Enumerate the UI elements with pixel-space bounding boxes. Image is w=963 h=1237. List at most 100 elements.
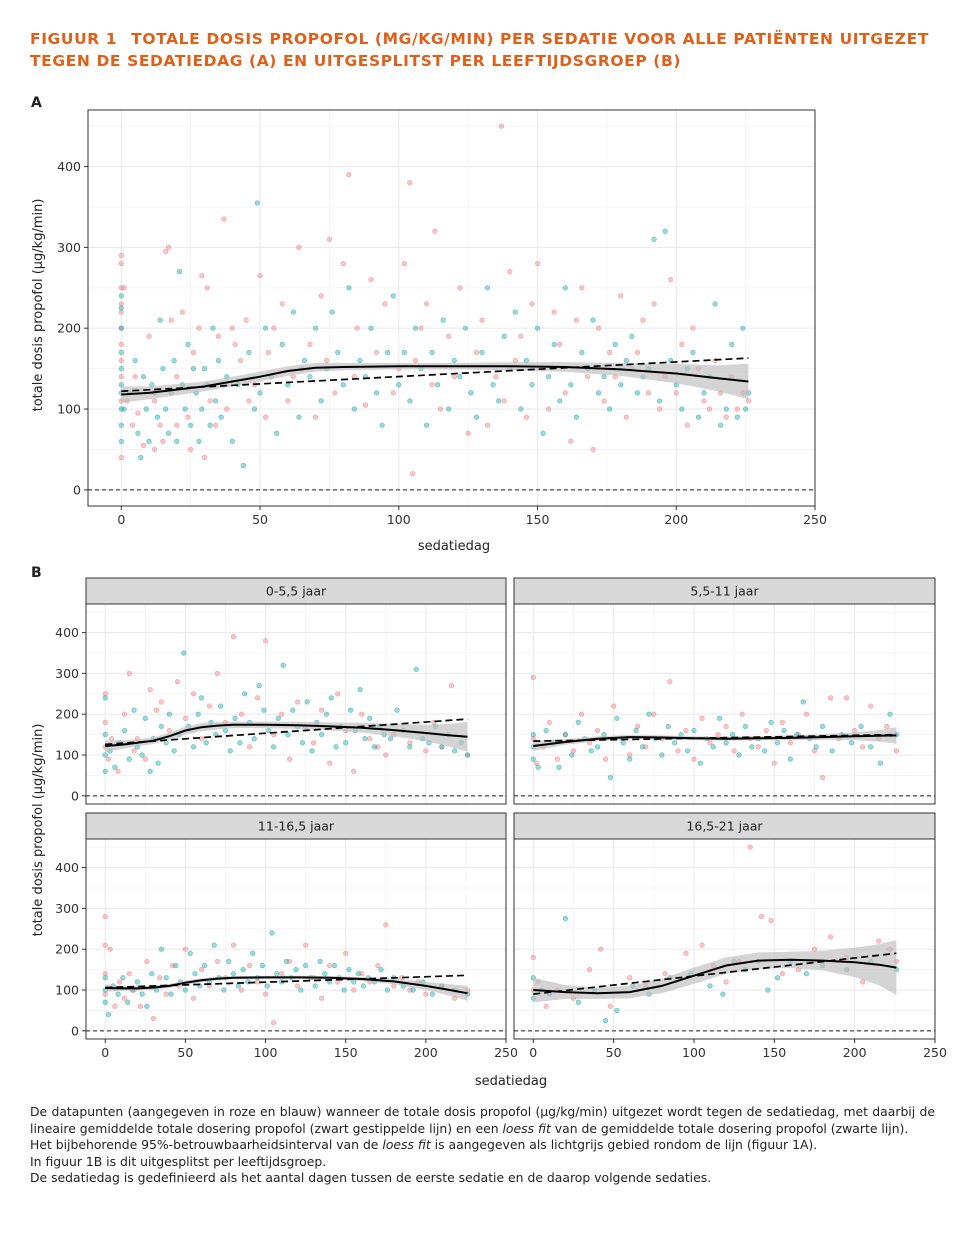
facet-2-point-blue [868, 744, 874, 750]
facet-3-point-blue [331, 962, 338, 969]
panel-a-x-tick-label: 100 [387, 512, 411, 527]
panel-a-point-blue [468, 390, 474, 396]
panel-a-point-blue [218, 414, 224, 420]
panel-a-y-tick-label: 200 [57, 321, 81, 336]
facet-3-point-blue [235, 983, 241, 989]
facet-2-point-blue [697, 760, 703, 766]
facet-1-point-blue [102, 695, 108, 701]
panel-a-point-blue [163, 406, 169, 412]
panel-a-point-blue [335, 349, 341, 356]
facet-4-loess-line [533, 958, 897, 995]
facet-4-x-tick-label: 200 [843, 1045, 867, 1060]
panel-a-point-blue [551, 341, 557, 347]
facet-3-point-pink [319, 995, 325, 1001]
facet-1-point-pink [407, 740, 413, 746]
facet-1-point-pink [327, 760, 333, 766]
panel-a-point-pink [118, 357, 124, 364]
facet-1-point-pink [126, 670, 132, 676]
panel-a-point-blue [390, 293, 396, 299]
panel-a-point-blue [679, 406, 685, 412]
panel-a-point-pink [229, 325, 235, 331]
panel-a-point-blue [196, 438, 202, 444]
panel-a-point-blue [318, 398, 324, 404]
facet-2-point-blue [530, 732, 536, 738]
facet-3-point-blue [274, 971, 280, 977]
panel-a-point-blue [657, 398, 663, 404]
facet-3-point-blue [269, 930, 275, 936]
facet-4-point-blue [614, 1007, 620, 1014]
facet-4-point-pink [768, 918, 774, 924]
facet-4-point-pink [827, 934, 834, 940]
panel-a-point-blue [132, 357, 138, 364]
panel-a-point-pink [579, 285, 585, 291]
panel-a-y-axis-label: totale dosis propofol (µg/kg/min) [31, 199, 46, 412]
facet-3-y-tick-label: 200 [55, 942, 79, 957]
panel-a-point-pink [618, 293, 624, 299]
facet-3-y-tick-label: 0 [71, 1023, 79, 1038]
facet-1-point-pink [254, 695, 261, 701]
panel-a-x-tick-label: 0 [117, 512, 125, 527]
caption-line-2: Het bijbehorende 95%-betrouwbaarheidsint… [30, 1137, 818, 1153]
facet-1-point-blue [126, 756, 132, 762]
panel-a-point-blue [246, 349, 252, 356]
facet-2-point-blue [774, 740, 781, 746]
panel-a-point-blue [373, 390, 380, 396]
panel-a-point-blue [312, 325, 319, 331]
facet-1-point-pink [246, 744, 253, 750]
facet-1-point-blue [394, 707, 400, 713]
panel-a-point-pink [590, 446, 596, 453]
facet-2-point-pink [819, 774, 826, 781]
panel-a-point-blue [562, 285, 568, 291]
panel-a-point-blue [121, 406, 127, 412]
facet-1-point-blue [357, 687, 363, 693]
panel-a-point-pink [185, 414, 191, 420]
facet-3-point-pink [163, 991, 169, 997]
facet-2-point-blue [575, 719, 581, 725]
facet-2-point-pink [771, 760, 777, 766]
facet-2-point-pink [699, 715, 705, 721]
panel-a-point-pink [262, 414, 269, 420]
facet-2-plot-border [513, 603, 936, 805]
facet-3-point-blue [105, 1011, 112, 1018]
facet-1-point-pink [121, 711, 128, 717]
facet-2-point-blue [588, 748, 594, 754]
panel-a-point-pink [645, 390, 652, 396]
panel-a-point-pink [679, 341, 685, 347]
panel-a-point-pink [568, 438, 574, 444]
facet-1-point-pink [158, 699, 164, 705]
panel-a-point-blue [210, 325, 216, 331]
panel-a-point-blue [251, 406, 258, 412]
facet-3-point-blue [115, 991, 121, 997]
facet-1-point-blue [290, 707, 296, 713]
facet-4-plot-border [513, 838, 936, 1040]
panel-a-x-tick-label: 150 [526, 512, 550, 527]
panel-a-point-pink [168, 317, 174, 323]
facet-2-point-pink [884, 723, 890, 730]
panel-a-y-tick-label: 300 [57, 240, 81, 255]
facet-3-point-blue [312, 983, 318, 989]
panel-a-point-blue [407, 398, 413, 404]
facet-2-point-pink [667, 678, 673, 685]
panel-a-point-blue [118, 438, 124, 444]
facet-3-point-blue [139, 991, 145, 997]
panel-a-point-pink [279, 301, 285, 307]
panel-a-point-blue [207, 422, 213, 428]
facet-3-point-blue [303, 962, 309, 969]
panel-a-point-blue [412, 325, 419, 331]
panel-a-point-pink [562, 390, 568, 396]
facet-2-point-pink [594, 727, 601, 734]
facet-2-point-blue [633, 727, 639, 734]
panel-a-point-pink [432, 228, 438, 234]
facet-2-point-blue [639, 744, 646, 750]
facet-1-point-blue [266, 727, 272, 734]
facet-1-point-blue [387, 736, 394, 742]
panel-a-point-pink [657, 406, 663, 412]
facet-1-point-blue [242, 691, 248, 697]
panel-a-point-blue [346, 285, 352, 291]
panel-a-point-blue [351, 406, 357, 412]
panel-a-y-tick-label: 0 [73, 482, 81, 497]
panel-a-point-blue [176, 269, 183, 275]
facet-1-point-pink [448, 683, 455, 689]
facet-1-point-blue [362, 736, 368, 742]
facet-1-point-pink [102, 691, 108, 697]
